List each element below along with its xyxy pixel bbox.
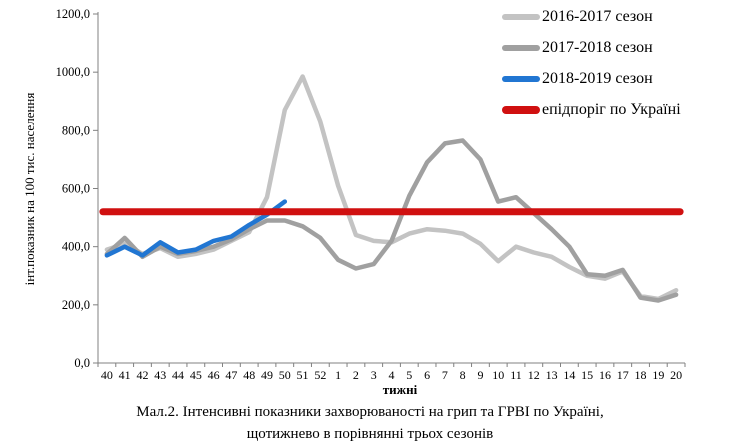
legend: 2016-2017 сезон 2017-2018 сезон 2018-201… [502, 6, 681, 130]
svg-text:5: 5 [406, 368, 412, 382]
svg-text:45: 45 [190, 368, 202, 382]
svg-text:12: 12 [528, 368, 540, 382]
x-axis-ticks: 40 41 42 43 44 45 46 47 48 49 50 51 52 1 2 3 4 5 6 7 8 9 10 11 1… [97, 363, 686, 382]
legend-item-epidemic-threshold: епідпоріг по Україні [502, 99, 681, 121]
svg-text:52: 52 [314, 368, 326, 382]
svg-text:1000,0: 1000,0 [56, 65, 90, 79]
svg-text:40: 40 [101, 368, 113, 382]
svg-text:42: 42 [136, 368, 148, 382]
legend-swatch-2017-2018 [502, 45, 540, 51]
y-axis-ticks: 0,0 200,0 400,0 600,0 800,0 1000,0 1200,0 [56, 7, 98, 370]
svg-text:16: 16 [599, 368, 611, 382]
svg-text:4: 4 [389, 368, 395, 382]
svg-text:10: 10 [492, 368, 504, 382]
svg-text:1: 1 [335, 368, 341, 382]
legend-swatch-epidemic-threshold [502, 106, 540, 114]
legend-item-2017-2018: 2017-2018 сезон [502, 37, 681, 59]
svg-text:48: 48 [243, 368, 255, 382]
svg-text:1200,0: 1200,0 [56, 7, 90, 21]
svg-text:44: 44 [172, 368, 184, 382]
legend-swatch-2018-2019 [502, 76, 540, 82]
legend-item-2018-2019: 2018-2019 сезон [502, 68, 681, 90]
svg-text:17: 17 [617, 368, 629, 382]
svg-text:600,0: 600,0 [62, 182, 90, 196]
svg-text:15: 15 [581, 368, 593, 382]
svg-text:13: 13 [546, 368, 558, 382]
svg-text:800,0: 800,0 [62, 123, 90, 137]
svg-text:20: 20 [670, 368, 682, 382]
svg-text:14: 14 [563, 368, 575, 382]
x-axis-title: тижні [383, 382, 418, 397]
legend-label-2017-2018: 2017-2018 сезон [542, 39, 653, 56]
svg-text:8: 8 [460, 368, 466, 382]
svg-text:47: 47 [225, 368, 237, 382]
svg-text:200,0: 200,0 [62, 298, 90, 312]
legend-label-2018-2019: 2018-2019 сезон [542, 70, 653, 87]
svg-text:51: 51 [297, 368, 309, 382]
svg-text:7: 7 [442, 368, 448, 382]
legend-label-epidemic-threshold: епідпоріг по Україні [542, 101, 681, 118]
figure-caption: Мал.2. Інтенсивні показники захворюванос… [0, 402, 740, 446]
svg-text:49: 49 [261, 368, 273, 382]
svg-text:41: 41 [119, 368, 131, 382]
legend-label-2016-2017: 2016-2017 сезон [542, 8, 653, 25]
svg-text:11: 11 [510, 368, 522, 382]
series-lines [99, 74, 684, 303]
svg-text:6: 6 [424, 368, 430, 382]
svg-text:0,0: 0,0 [74, 356, 90, 370]
svg-text:50: 50 [279, 368, 291, 382]
svg-text:43: 43 [154, 368, 166, 382]
legend-item-2016-2017: 2016-2017 сезон [502, 6, 681, 28]
y-axis-title: інт.показник на 100 тис. населення [22, 93, 37, 286]
svg-text:19: 19 [652, 368, 664, 382]
svg-text:9: 9 [477, 368, 483, 382]
svg-text:3: 3 [371, 368, 377, 382]
figure-caption-line1: Мал.2. Інтенсивні показники захворюванос… [136, 404, 604, 420]
svg-text:46: 46 [208, 368, 220, 382]
svg-text:400,0: 400,0 [62, 240, 90, 254]
svg-text:18: 18 [635, 368, 647, 382]
legend-swatch-2016-2017 [502, 14, 540, 20]
figure-caption-line2: щотижнево в порівнянні трьох сезонів [246, 425, 494, 442]
svg-text:2: 2 [353, 368, 359, 382]
